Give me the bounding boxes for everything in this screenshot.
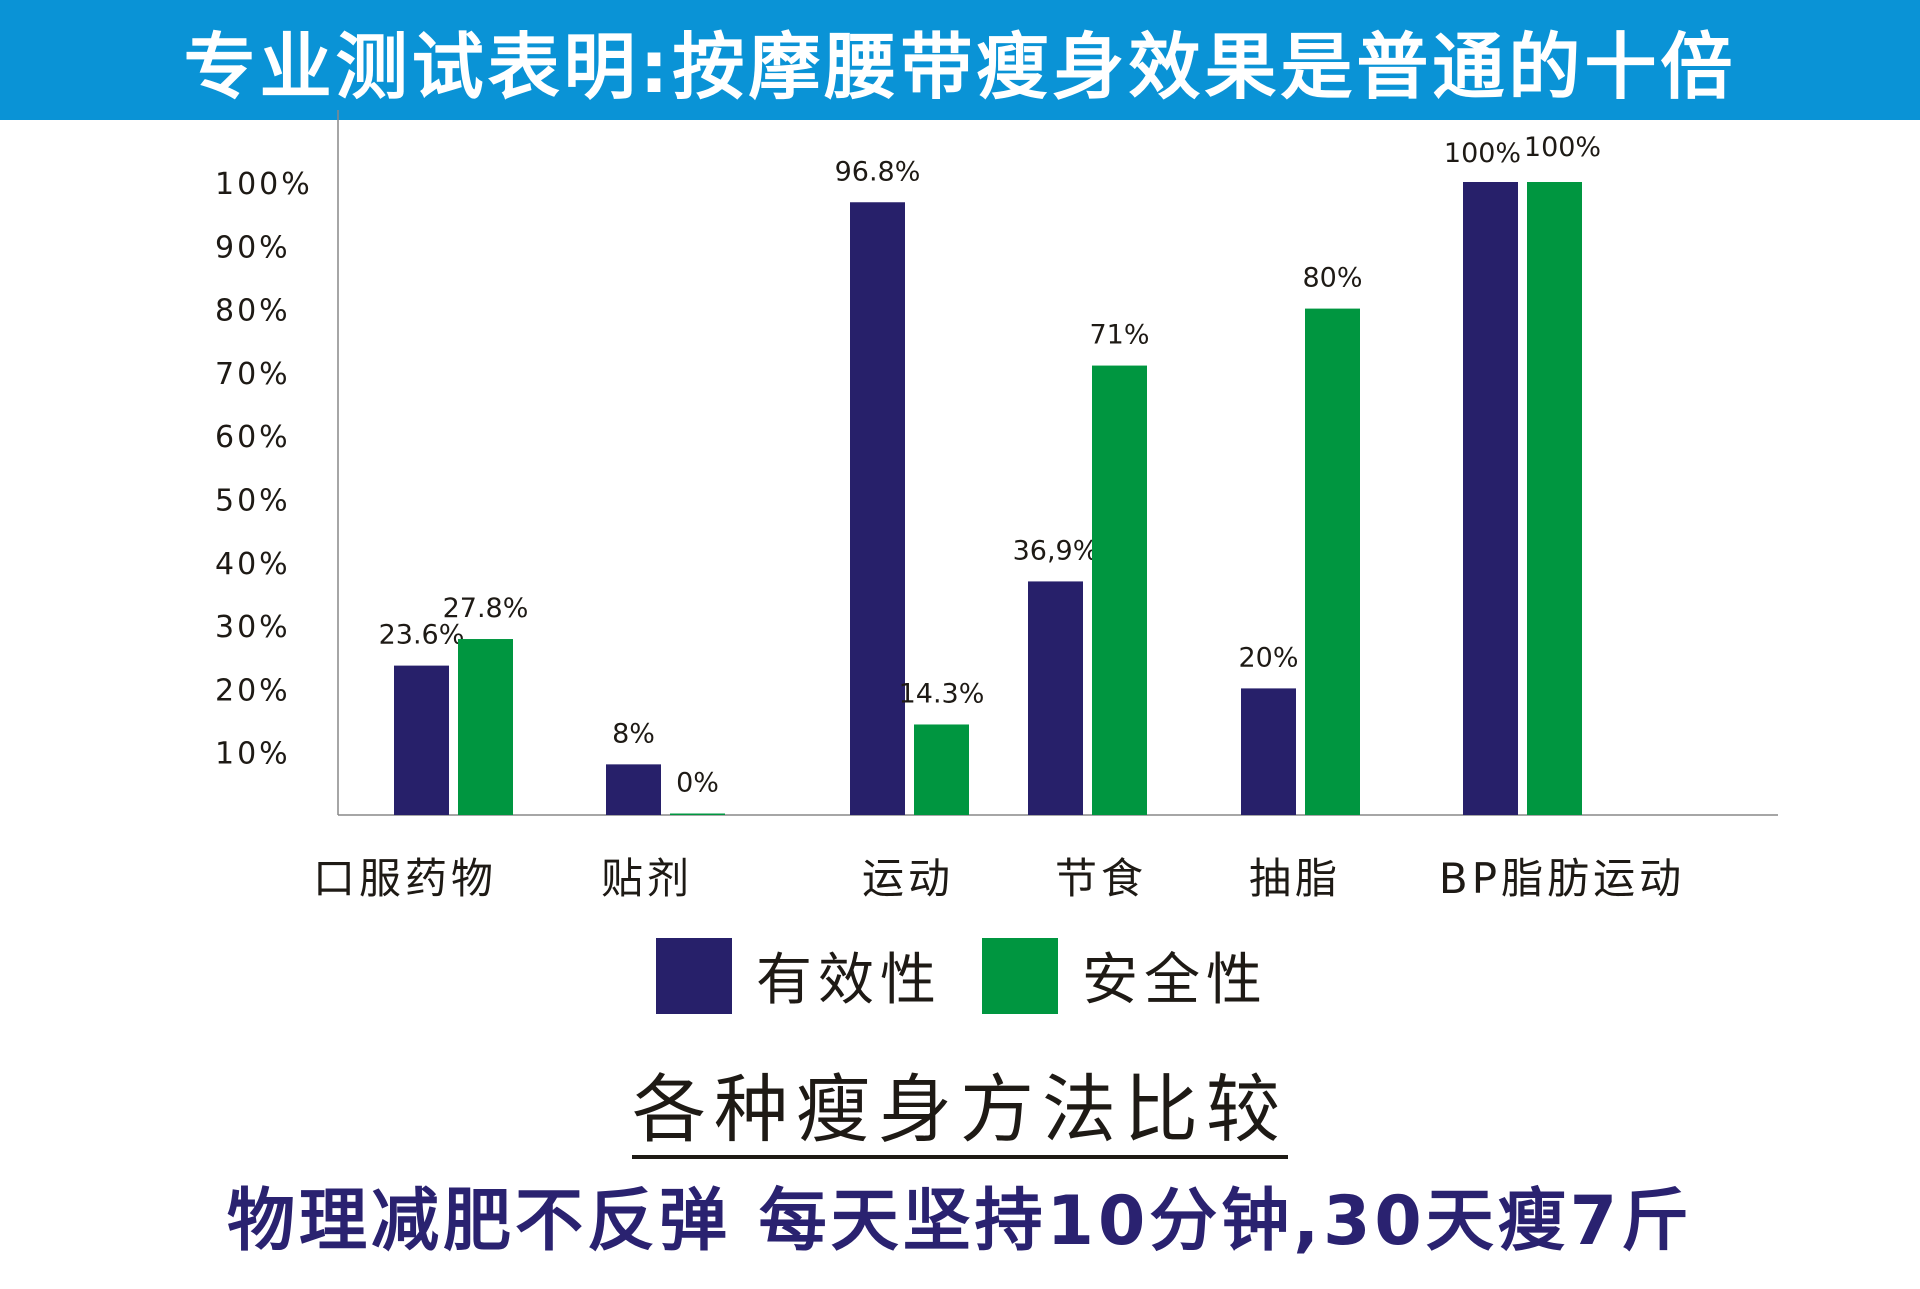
- x-category-label: 运动: [862, 854, 954, 900]
- y-tick-label: 50%: [215, 484, 291, 519]
- y-tick-label: 20%: [215, 673, 291, 708]
- x-category-label: BP脂肪运动: [1439, 854, 1685, 900]
- legend-label-safety: 安全性: [1082, 948, 1268, 1013]
- data-label-effectiveness: 20%: [1238, 642, 1298, 673]
- data-label-effectiveness: 8%: [612, 718, 655, 749]
- y-tick-label: 70%: [215, 357, 291, 392]
- bar-effectiveness: [1028, 581, 1083, 815]
- data-label-safety: 14.3%: [899, 678, 985, 709]
- y-tick-label: 40%: [215, 547, 291, 582]
- bar-safety: [914, 724, 969, 815]
- bar-chart: 10% 20% 30% 40% 50% 60% 70% 80% 90% 100% 23.6% 8% 96…: [215, 110, 1778, 900]
- x-category-label: 口服药物: [313, 854, 497, 900]
- x-category-label: 抽脂: [1249, 854, 1341, 900]
- chart-subtitle: 各种瘦身方法比较: [0, 1050, 1920, 1159]
- bar-effectiveness: [394, 665, 449, 815]
- data-label-effectiveness: 23.6%: [379, 620, 465, 651]
- data-label-safety: 71%: [1089, 320, 1149, 351]
- data-label-effectiveness: 96.8%: [835, 156, 921, 187]
- data-label-safety: 80%: [1302, 263, 1362, 294]
- bar-effectiveness: [850, 202, 905, 816]
- y-tick-label: 80%: [215, 294, 291, 329]
- bar-effectiveness: [1241, 688, 1296, 815]
- page-title: 专业测试表明:按摩腰带瘦身效果是普通的十倍: [183, 24, 1737, 109]
- y-tick-label: 30%: [215, 610, 291, 645]
- y-tick-label: 10%: [215, 737, 291, 772]
- subtitle-text: 各种瘦身方法比较: [632, 1067, 1288, 1159]
- bar-effectiveness: [1463, 182, 1518, 815]
- y-tick-label: 100%: [215, 167, 313, 202]
- legend-swatch-safety: [982, 937, 1058, 1014]
- bar-safety: [1305, 308, 1360, 815]
- data-label-safety: 0%: [676, 768, 719, 799]
- bar-safety: [1092, 365, 1147, 815]
- bar-safety: [458, 639, 513, 815]
- y-tick-label: 90%: [215, 230, 291, 265]
- x-category-label: 贴剂: [601, 854, 693, 900]
- data-label-safety: 27.8%: [443, 593, 529, 624]
- header-banner: 专业测试表明:按摩腰带瘦身效果是普通的十倍: [0, 0, 1920, 120]
- bar-safety: [670, 813, 725, 815]
- x-category-label: 节食: [1055, 854, 1147, 900]
- footer-slogan: 物理减肥不反弹 每天坚持10分钟,30天瘦7斤: [226, 1182, 1694, 1261]
- bar-effectiveness: [606, 764, 661, 815]
- y-tick-label: 60%: [215, 420, 291, 455]
- data-label-effectiveness: 36,9%: [1013, 535, 1099, 566]
- legend-swatch-effectiveness: [656, 937, 732, 1014]
- legend-label-effectiveness: 有效性: [756, 948, 942, 1013]
- chart-legend: 有效性 安全性: [656, 935, 1308, 1016]
- data-label-safety: 100%: [1524, 132, 1601, 163]
- bar-safety: [1527, 182, 1582, 815]
- data-label-effectiveness: 100%: [1444, 138, 1521, 169]
